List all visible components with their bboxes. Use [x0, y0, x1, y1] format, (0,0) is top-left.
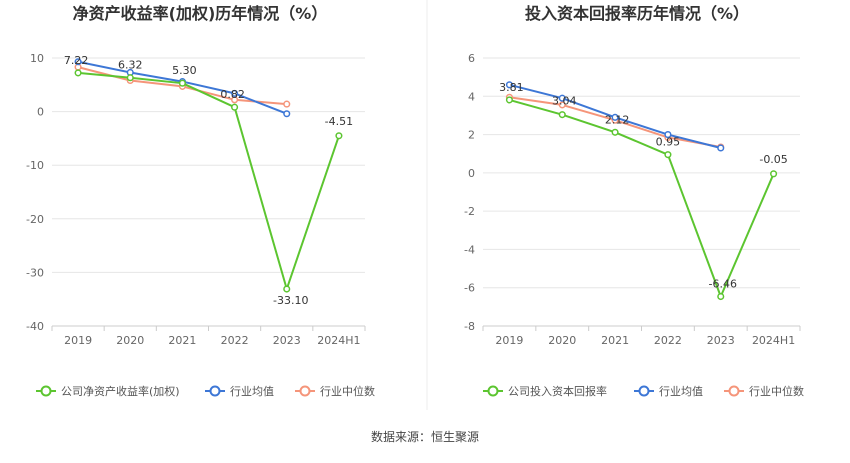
- legend-item-3: 行业中位数: [724, 384, 804, 398]
- legend-item-2: 行业均值: [205, 385, 274, 398]
- data-point: [231, 89, 239, 97]
- legend-marker: [209, 385, 221, 397]
- data-point: [283, 100, 291, 108]
- data-point: [335, 132, 343, 140]
- x-tick-label: 2020: [116, 334, 144, 347]
- y-tick-label: -10: [26, 159, 44, 172]
- legend-label: 行业均值: [230, 385, 274, 398]
- x-tick-label: 2023: [273, 334, 301, 347]
- legend-marker: [638, 385, 650, 397]
- data-label: -0.05: [759, 153, 787, 166]
- x-tick-label: 2021: [168, 334, 196, 347]
- data-point: [664, 151, 672, 159]
- x-tick-label: 2022: [221, 334, 249, 347]
- data-point: [283, 285, 291, 293]
- data-label: 3.81: [499, 81, 524, 94]
- legend-item-2: 行业均值: [634, 385, 703, 398]
- data-point: [505, 96, 513, 104]
- y-tick-label: 10: [30, 52, 44, 65]
- data-point: [664, 131, 672, 139]
- data-point: [717, 144, 725, 152]
- data-label: 0.82: [220, 88, 245, 101]
- x-tick-label: 2021: [601, 334, 629, 347]
- data-label: -6.46: [709, 278, 737, 291]
- y-tick-label: -8: [464, 320, 475, 333]
- data-point: [74, 58, 82, 66]
- chart-panel-2: 投入资本回报率历年情况（%） 6 4 2 0 -2 -4 -6 -8 2019 2020 2021 20…: [464, 4, 804, 398]
- data-label: 7.22: [64, 54, 89, 67]
- data-point: [611, 128, 619, 136]
- data-source: 数据来源：恒生聚源: [371, 429, 479, 444]
- y-tick-label: 2: [468, 129, 475, 142]
- y-tick-label: -20: [26, 213, 44, 226]
- x-tick-label: 2020: [548, 334, 576, 347]
- data-point: [558, 101, 566, 109]
- data-point: [717, 292, 725, 301]
- x-tick-label: 2023: [707, 334, 735, 347]
- y-tick-label: 0: [37, 106, 44, 119]
- y-tick-label: 0: [468, 167, 475, 180]
- x-tick-label: 2024H1: [317, 334, 360, 347]
- data-point: [558, 94, 566, 102]
- legend-item-1: 公司净资产收益率(加权): [36, 384, 180, 398]
- x-tick-label: 2019: [64, 334, 92, 347]
- x-tick-label: 2024H1: [752, 334, 795, 347]
- series-line-1: [77, 71, 340, 291]
- chart-title: 净资产收益率(加权)历年情况（%）: [73, 4, 328, 23]
- chart-panel-1: 净资产收益率(加权)历年情况（%） 10 0 -10 -20 -30 -40 2019 2020…: [26, 4, 375, 398]
- legend-label: 公司净资产收益率(加权): [61, 384, 180, 398]
- series-line-1: [509, 98, 775, 298]
- legend-label: 行业均值: [659, 385, 703, 398]
- legend-item-1: 公司投入资本回报率: [483, 384, 607, 398]
- data-label: 5.30: [172, 64, 197, 77]
- data-point: [558, 111, 566, 119]
- legend-marker: [299, 385, 311, 397]
- data-point: [611, 113, 619, 121]
- data-point: [231, 103, 239, 111]
- legend-label: 行业中位数: [320, 384, 375, 398]
- data-point: [770, 170, 778, 178]
- legend-label: 行业中位数: [749, 384, 804, 398]
- data-label: 3.04: [552, 95, 577, 108]
- y-tick-label: 6: [468, 52, 475, 65]
- legend-marker: [487, 385, 499, 397]
- legend-marker: [40, 385, 52, 397]
- x-tick-label: 2019: [495, 334, 523, 347]
- data-point: [126, 74, 134, 82]
- chart-title: 投入资本回报率历年情况（%）: [525, 4, 749, 23]
- y-tick-label: -40: [26, 320, 44, 333]
- data-label: -33.10: [273, 294, 308, 307]
- y-tick-label: -6: [464, 282, 475, 295]
- data-point: [178, 79, 186, 87]
- data-label: 0.95: [656, 136, 681, 149]
- y-tick-label: -4: [464, 243, 475, 256]
- y-tick-label: 4: [468, 90, 475, 103]
- legend-marker: [728, 385, 740, 397]
- y-tick-label: -2: [464, 205, 475, 218]
- data-point: [283, 110, 291, 118]
- x-tick-label: 2022: [654, 334, 682, 347]
- data-label: -4.51: [325, 115, 353, 128]
- data-label: 2.12: [605, 113, 630, 126]
- data-point: [74, 69, 82, 77]
- data-point: [505, 81, 513, 89]
- y-tick-label: -30: [26, 266, 44, 279]
- data-label: 6.32: [118, 59, 143, 72]
- legend-item-3: 行业中位数: [295, 384, 375, 398]
- data-point: [231, 96, 239, 104]
- legend-label: 公司投入资本回报率: [508, 384, 607, 398]
